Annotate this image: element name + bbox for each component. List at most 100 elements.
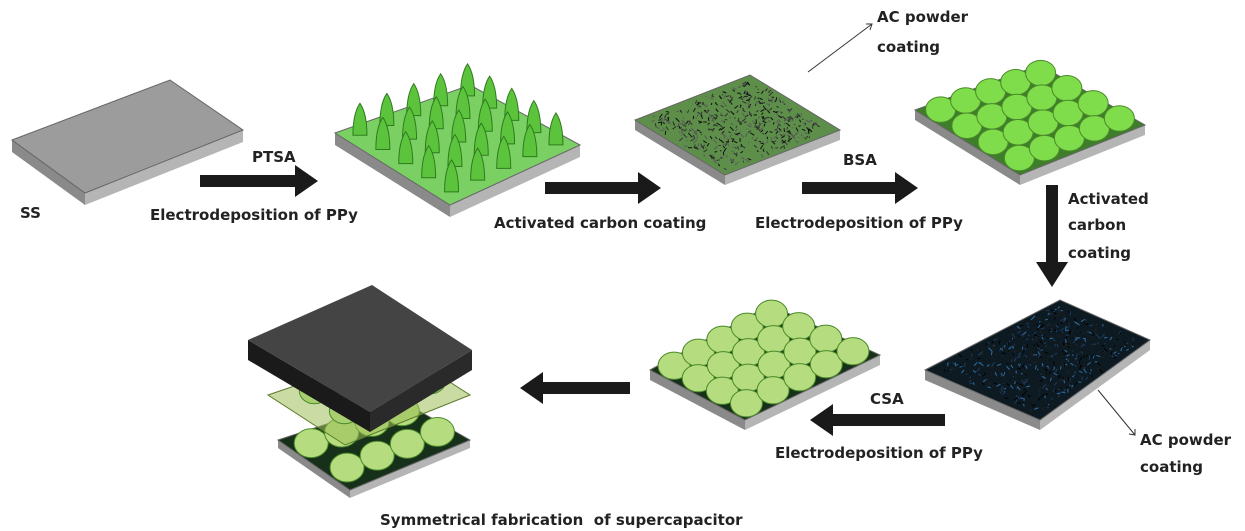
- carbon-fiber: [698, 121, 703, 124]
- carbon-fiber: [765, 88, 768, 92]
- top-electrode-side: [248, 340, 370, 432]
- carbon-fiber: [1092, 354, 1095, 359]
- carbon-fiber: [754, 137, 759, 141]
- carbon-fiber: [1056, 343, 1059, 348]
- carbon-fiber: [1029, 408, 1032, 413]
- carbon-fiber: [746, 81, 751, 86]
- carbon-fiber: [1045, 345, 1048, 348]
- carbon-fiber: [1034, 333, 1039, 338]
- carbon-fiber: [954, 362, 957, 366]
- carbon-fiber: [1042, 383, 1047, 389]
- carbon-fiber: [722, 145, 726, 149]
- carbon-fiber: [1019, 383, 1024, 386]
- carbon-fiber: [743, 90, 746, 95]
- carbon-fiber: [1061, 330, 1064, 334]
- carbon-fiber: [727, 99, 732, 104]
- carbon-fiber: [1113, 351, 1117, 354]
- carbon-fiber: [742, 107, 745, 110]
- carbon-fiber: [1130, 342, 1133, 345]
- carbon-fiber: [804, 132, 809, 135]
- carbon-fiber: [1023, 388, 1026, 391]
- carbon-fiber: [1072, 348, 1075, 351]
- carbon-fiber: [793, 123, 796, 126]
- ppy-globule: [293, 428, 329, 459]
- carbon-fiber: [1027, 325, 1030, 329]
- carbon-fiber: [1003, 382, 1005, 385]
- carbon-fiber: [762, 132, 765, 135]
- carbon-fiber: [988, 347, 993, 352]
- carbon-fiber: [1078, 365, 1082, 370]
- carbon-fiber: [778, 115, 782, 119]
- ppy-cone: [402, 106, 418, 140]
- carbon-fiber: [1082, 337, 1087, 340]
- ppy-cone: [470, 147, 486, 181]
- carbon-fiber: [802, 136, 805, 139]
- carbon-fiber: [1068, 310, 1070, 314]
- carbon-fiber: [746, 99, 751, 101]
- carbon-fiber: [720, 104, 724, 108]
- carbon-fiber: [1071, 384, 1074, 388]
- carbon-fiber: [726, 137, 728, 139]
- carbon-fiber: [678, 137, 684, 142]
- ppy-cone: [522, 123, 538, 158]
- ppy-globule: [809, 350, 843, 379]
- carbon-fiber: [1063, 352, 1067, 356]
- carbon-fiber: [700, 111, 703, 114]
- carbon-fiber: [1041, 336, 1044, 340]
- carbon-fiber: [781, 139, 785, 144]
- carbon-fiber: [1086, 331, 1089, 333]
- carbon-fiber: [1020, 397, 1024, 400]
- ppy-globule: [389, 428, 425, 459]
- carbon-fiber: [1109, 336, 1113, 341]
- carbon-fiber: [768, 103, 771, 107]
- carbon-fiber: [1058, 377, 1064, 383]
- carbon-fiber: [694, 100, 698, 104]
- carbon-fiber: [686, 140, 688, 142]
- ppy-globule: [705, 376, 739, 405]
- ppy-globule: [419, 416, 455, 447]
- carbon-fiber: [1075, 336, 1078, 340]
- carbon-fiber: [696, 129, 701, 132]
- carbon-fiber: [1051, 355, 1054, 358]
- carbon-fiber: [1037, 397, 1041, 401]
- carbon-fiber: [716, 122, 721, 126]
- carbon-fiber: [996, 383, 1001, 387]
- carbon-fiber: [1116, 338, 1119, 341]
- carbon-fiber: [1060, 312, 1064, 315]
- carbon-fiber: [811, 126, 814, 129]
- carbon-fiber: [732, 89, 736, 92]
- process-label: Symmetrical fabrication of supercapacito…: [380, 511, 743, 529]
- carbon-fiber: [985, 377, 988, 380]
- carbon-fiber: [974, 371, 976, 374]
- carbon-fiber: [725, 154, 728, 159]
- ppy-globule: [359, 440, 395, 471]
- carbon-fiber: [1061, 376, 1064, 379]
- carbon-fiber: [680, 131, 685, 136]
- carbon-fiber: [755, 100, 760, 104]
- carbon-fiber: [977, 353, 982, 356]
- carbon-fiber: [1030, 315, 1036, 321]
- carbon-fiber: [1057, 306, 1060, 309]
- dopant-label: CSA: [870, 390, 904, 408]
- carbon-fiber: [1023, 398, 1025, 402]
- carbon-fiber: [714, 102, 718, 106]
- carbon-fiber: [753, 144, 757, 148]
- carbon-fiber: [706, 142, 710, 147]
- carbon-fiber: [1065, 334, 1069, 336]
- carbon-fiber: [761, 115, 764, 119]
- carbon-fiber: [1084, 321, 1088, 324]
- carbon-fiber: [682, 117, 685, 120]
- carbon-fiber: [1084, 338, 1087, 342]
- carbon-fiber: [791, 134, 796, 139]
- carbon-fiber: [665, 126, 669, 131]
- carbon-fiber: [740, 97, 744, 101]
- carbon-fiber: [996, 363, 1002, 367]
- carbon-fiber: [791, 127, 794, 129]
- carbon-fiber: [757, 97, 760, 99]
- carbon-fiber: [735, 152, 738, 157]
- carbon-fiber: [1045, 387, 1048, 391]
- carbon-fiber: [1112, 357, 1117, 359]
- carbon-fiber: [1047, 312, 1050, 315]
- carbon-fiber: [1017, 367, 1021, 370]
